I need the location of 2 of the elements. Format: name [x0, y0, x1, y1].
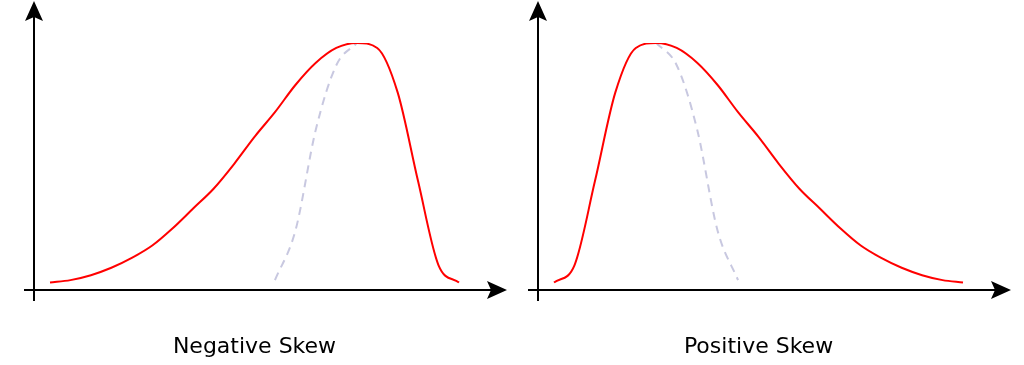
x-axis-title: Positive Skew: [683, 332, 834, 358]
x-axis-title: Negative Skew: [172, 332, 337, 358]
